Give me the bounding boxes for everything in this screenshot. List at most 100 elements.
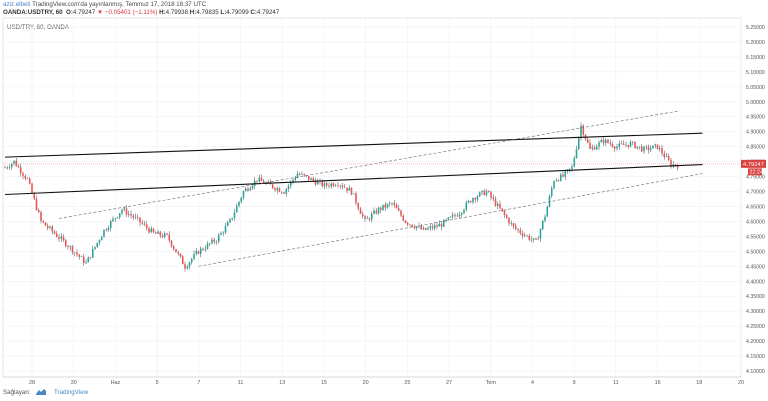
- candle-up: [231, 217, 234, 220]
- y-tick-label: 4.20000: [746, 339, 765, 345]
- candle-down: [379, 207, 382, 210]
- candle-down: [154, 232, 157, 234]
- candle-up: [591, 147, 594, 149]
- candle-up: [287, 185, 290, 190]
- candle-up: [629, 142, 632, 147]
- candle-down: [492, 197, 495, 199]
- candle-up: [451, 214, 454, 217]
- candle-up: [217, 234, 220, 242]
- candle-up: [116, 217, 119, 219]
- price-axis[interactable]: 5.25000 5.20000 5.15000 5.10000 5.05000 5.000…: [746, 25, 765, 375]
- candle-up: [215, 241, 218, 243]
- candle-up: [195, 251, 198, 255]
- tradingview-link[interactable]: TradingView: [54, 389, 89, 396]
- candle-up: [573, 158, 576, 167]
- candle-up: [523, 235, 526, 237]
- candle-up: [8, 167, 11, 168]
- candle-down: [667, 156, 670, 161]
- candle-up: [107, 228, 110, 231]
- candle-down: [436, 225, 438, 227]
- y-tick-label: 4.35000: [746, 294, 765, 300]
- candle-down: [76, 252, 78, 255]
- dashed-trendline[interactable]: [58, 110, 681, 219]
- candle-up: [73, 252, 76, 254]
- price-chart[interactable]: USD/TRY, 60, OANDA 5.25000 5.20000 5.15000…: [0, 17, 768, 387]
- candle-down: [440, 223, 443, 227]
- candle-up: [310, 178, 312, 180]
- candle-down: [184, 264, 186, 269]
- candle-down: [15, 160, 18, 167]
- candle-up: [134, 216, 137, 218]
- candle-down: [256, 180, 258, 182]
- candle-up: [123, 208, 126, 210]
- candle-up: [109, 221, 112, 229]
- candle-up: [204, 248, 207, 250]
- candle-down: [161, 235, 164, 237]
- candle-up: [206, 243, 209, 249]
- candle-down: [24, 175, 27, 179]
- publish-text: TradingView.com'da yayınlanmış, Temmuz 1…: [32, 1, 207, 8]
- candle-down: [130, 213, 132, 216]
- candle-up: [157, 231, 159, 234]
- x-tick-label: 28: [29, 380, 35, 386]
- candle-down: [661, 148, 663, 154]
- candle-down: [64, 239, 67, 247]
- candle-up: [114, 218, 117, 219]
- candle-up: [415, 226, 418, 229]
- channel-trendline[interactable]: [4, 164, 703, 196]
- x-tick-label: 13: [279, 380, 285, 386]
- candle-down: [521, 233, 524, 236]
- y-tick-label: 4.10000: [746, 369, 765, 375]
- time-tag: 22:24: [748, 168, 763, 176]
- candle-down: [53, 231, 56, 234]
- candle-down: [656, 144, 659, 150]
- candle-down: [346, 187, 348, 191]
- candle-down: [332, 183, 335, 186]
- high2-value: 4.79835: [196, 9, 219, 16]
- close-label: C:: [250, 9, 257, 16]
- candle-down: [663, 153, 666, 158]
- candle-up: [377, 207, 380, 214]
- footer: Sağlayan: TradingView: [3, 389, 88, 396]
- candle-up: [190, 258, 193, 263]
- y-tick-label: 5.00000: [746, 100, 765, 106]
- x-tick-label: 30: [71, 380, 77, 386]
- candle-down: [262, 181, 265, 184]
- candle-down: [454, 214, 456, 216]
- candle-up: [188, 262, 191, 267]
- candle-down: [514, 226, 517, 229]
- candle-down: [508, 218, 510, 224]
- candle-up: [631, 141, 634, 143]
- chart-label: USD/TRY, 60, OANDA: [7, 24, 70, 31]
- dashed-trendline[interactable]: [198, 173, 703, 267]
- candle-up: [559, 174, 562, 181]
- y-tick-label: 4.60000: [746, 219, 765, 225]
- candle-up: [292, 179, 294, 182]
- candle-up: [427, 228, 429, 230]
- candle-down: [328, 185, 330, 187]
- candle-up: [91, 248, 94, 258]
- trendlines-layer[interactable]: [4, 110, 703, 267]
- candle-down: [35, 198, 38, 210]
- candle-up: [618, 143, 621, 147]
- y-tick-label: 4.90000: [746, 130, 765, 136]
- channel-trendline[interactable]: [4, 132, 703, 158]
- candle-down: [406, 222, 409, 225]
- author-link[interactable]: aziz.elbeti: [3, 1, 31, 8]
- candle-up: [199, 248, 202, 254]
- candle-down: [159, 231, 162, 236]
- candle-up: [100, 236, 103, 241]
- candle-up: [96, 242, 99, 247]
- candle-up: [60, 236, 63, 239]
- low-label: L:: [220, 9, 227, 16]
- candle-down: [474, 198, 477, 200]
- x-tick-label: 18: [696, 380, 702, 386]
- y-tick-label: 4.75000: [746, 175, 765, 181]
- candle-down: [674, 164, 677, 166]
- candle-down: [298, 173, 301, 175]
- candle-down: [490, 191, 492, 198]
- candle-down: [420, 226, 423, 230]
- candle-up: [193, 254, 195, 259]
- candle-up: [636, 146, 639, 149]
- time-axis[interactable]: 28 30 Haz 5 7 11 13 15 20 25 27 Tem 4 9 11 16 18 20: [3, 376, 744, 386]
